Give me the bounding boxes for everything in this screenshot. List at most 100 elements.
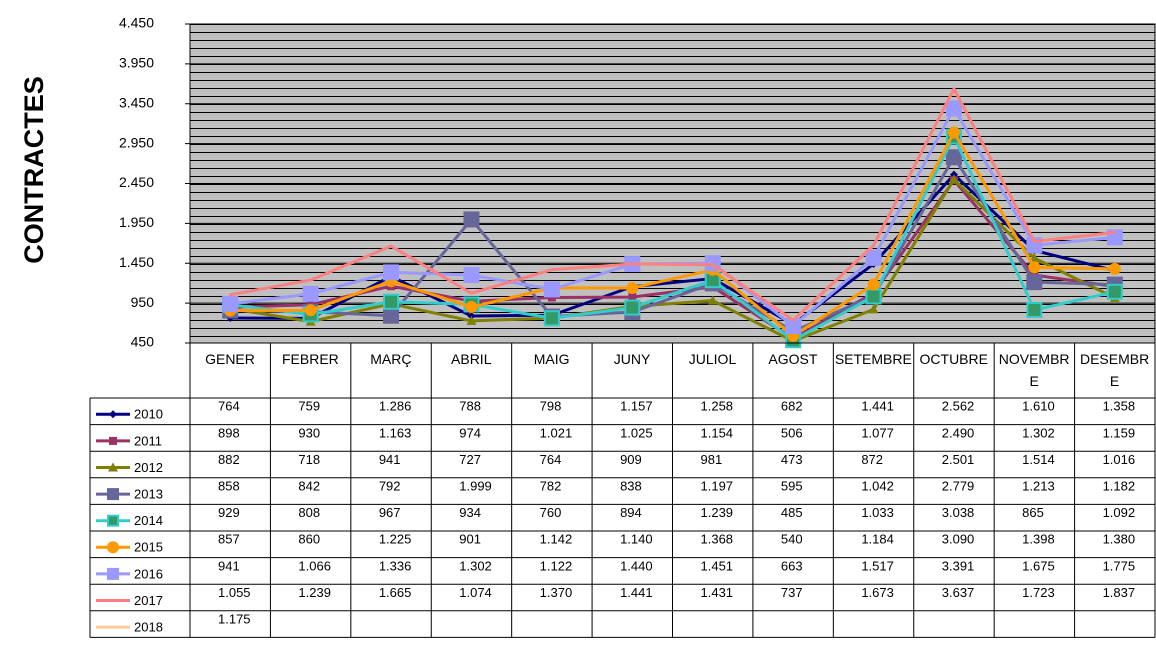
table-value: 1.016 — [1103, 452, 1136, 467]
table-value: 2.490 — [942, 425, 975, 440]
category-cell: ABRIL — [451, 351, 491, 367]
table-value: 540 — [781, 532, 803, 547]
y-tick-label: 450 — [131, 334, 155, 350]
category-cell: MAIG — [533, 351, 570, 367]
table-value: 1.675 — [1022, 558, 1055, 573]
table-value: 798 — [540, 399, 562, 414]
table-value: 1.239 — [298, 585, 331, 600]
category-cell: DESEMBRE — [1079, 351, 1150, 389]
legend-marker — [108, 462, 118, 472]
table-value: 1.154 — [701, 425, 734, 440]
table-value: 1.380 — [1103, 532, 1136, 547]
data-point — [948, 174, 959, 184]
table-value: 842 — [298, 479, 320, 494]
table-value: 1.665 — [379, 585, 412, 600]
table-value: 473 — [781, 452, 803, 467]
data-point — [1113, 230, 1117, 234]
data-point — [389, 244, 393, 248]
category-cell: SETEMBRE — [835, 351, 912, 367]
table-value: 788 — [459, 399, 481, 414]
x-tick-label: NOVEMBRE — [998, 351, 1070, 389]
y-tick-label: 4.450 — [119, 15, 154, 31]
data-point — [543, 281, 560, 298]
table-value: 1.225 — [379, 532, 412, 547]
legend-label: 2016 — [134, 566, 163, 581]
data-point — [791, 318, 795, 322]
category-cell: GENER — [205, 351, 255, 367]
table-value: 3.038 — [942, 505, 975, 520]
table-value: 858 — [218, 479, 240, 494]
data-point — [469, 291, 473, 295]
legend-marker — [111, 625, 115, 629]
table-value: 1.517 — [861, 558, 894, 573]
data-point — [1028, 261, 1041, 274]
data-point — [628, 293, 637, 302]
data-point — [228, 293, 232, 297]
table-value: 1.066 — [298, 558, 331, 573]
data-point — [711, 263, 715, 267]
table-value: 941 — [379, 452, 401, 467]
table-value: 3.090 — [942, 532, 975, 547]
table-value: 894 — [620, 505, 642, 520]
legend-marker — [109, 410, 117, 419]
table-value: 1.077 — [861, 425, 894, 440]
x-tick-label: JUNY — [613, 351, 651, 367]
y-tick-label: 1.950 — [119, 214, 154, 230]
table-value: 1.142 — [540, 532, 573, 547]
y-tick-label: 950 — [131, 294, 155, 310]
category-cell: JULIOL — [688, 351, 737, 367]
table-value: 901 — [459, 532, 481, 547]
data-point — [550, 268, 554, 272]
data-point — [865, 288, 882, 305]
table-value: 1.074 — [459, 585, 492, 600]
x-tick-label: MAIG — [533, 351, 570, 367]
table-value: 764 — [218, 399, 240, 414]
x-tick-label: AGOST — [768, 351, 818, 367]
x-tick-label: DESEMBRE — [1079, 351, 1150, 389]
category-cell: NOVEMBRE — [998, 351, 1070, 389]
table-value: 1.358 — [1103, 399, 1136, 414]
table-value: 1.837 — [1103, 585, 1136, 600]
legend-label: 2012 — [134, 460, 163, 475]
table-value: 1.197 — [701, 479, 734, 494]
table-value: 759 — [298, 399, 320, 414]
table-value: 1.025 — [620, 425, 653, 440]
table-value: 1.184 — [861, 532, 894, 547]
x-tick-label: JULIOL — [688, 351, 737, 367]
legend-marker — [107, 514, 119, 527]
table-value: 857 — [218, 532, 240, 547]
data-point — [865, 249, 882, 266]
legend-marker — [107, 567, 119, 580]
table-value: 974 — [459, 425, 481, 440]
table-value: 1.182 — [1103, 479, 1136, 494]
y-tick-label: 2.950 — [119, 134, 154, 150]
series-line — [228, 178, 1117, 341]
table-value: 1.398 — [1022, 532, 1055, 547]
table-value: 718 — [298, 452, 320, 467]
data-point — [547, 293, 556, 302]
y-tick-label: 3.950 — [119, 55, 154, 71]
table-value: 1.999 — [459, 479, 492, 494]
y-tick-label: 2.450 — [119, 174, 154, 190]
data-point — [309, 278, 313, 282]
x-tick-label: GENER — [205, 351, 255, 367]
data-point — [302, 285, 319, 302]
legend-marker — [109, 436, 117, 445]
data-point — [383, 293, 400, 310]
table-value: 1.140 — [620, 532, 653, 547]
legend-marker — [111, 599, 115, 603]
table-value: 941 — [218, 558, 240, 573]
data-point — [228, 283, 232, 287]
y-tick-label: 3.450 — [119, 94, 154, 110]
data-point — [626, 281, 639, 294]
table-value: 808 — [298, 505, 320, 520]
data-point — [304, 304, 317, 317]
series-line — [228, 135, 1117, 342]
data-point — [945, 100, 962, 117]
table-value: 1.441 — [861, 399, 894, 414]
data-point — [630, 262, 634, 266]
table-value: 1.673 — [861, 585, 894, 600]
legend-label: 2011 — [134, 433, 162, 448]
table-value: 1.042 — [861, 479, 894, 494]
